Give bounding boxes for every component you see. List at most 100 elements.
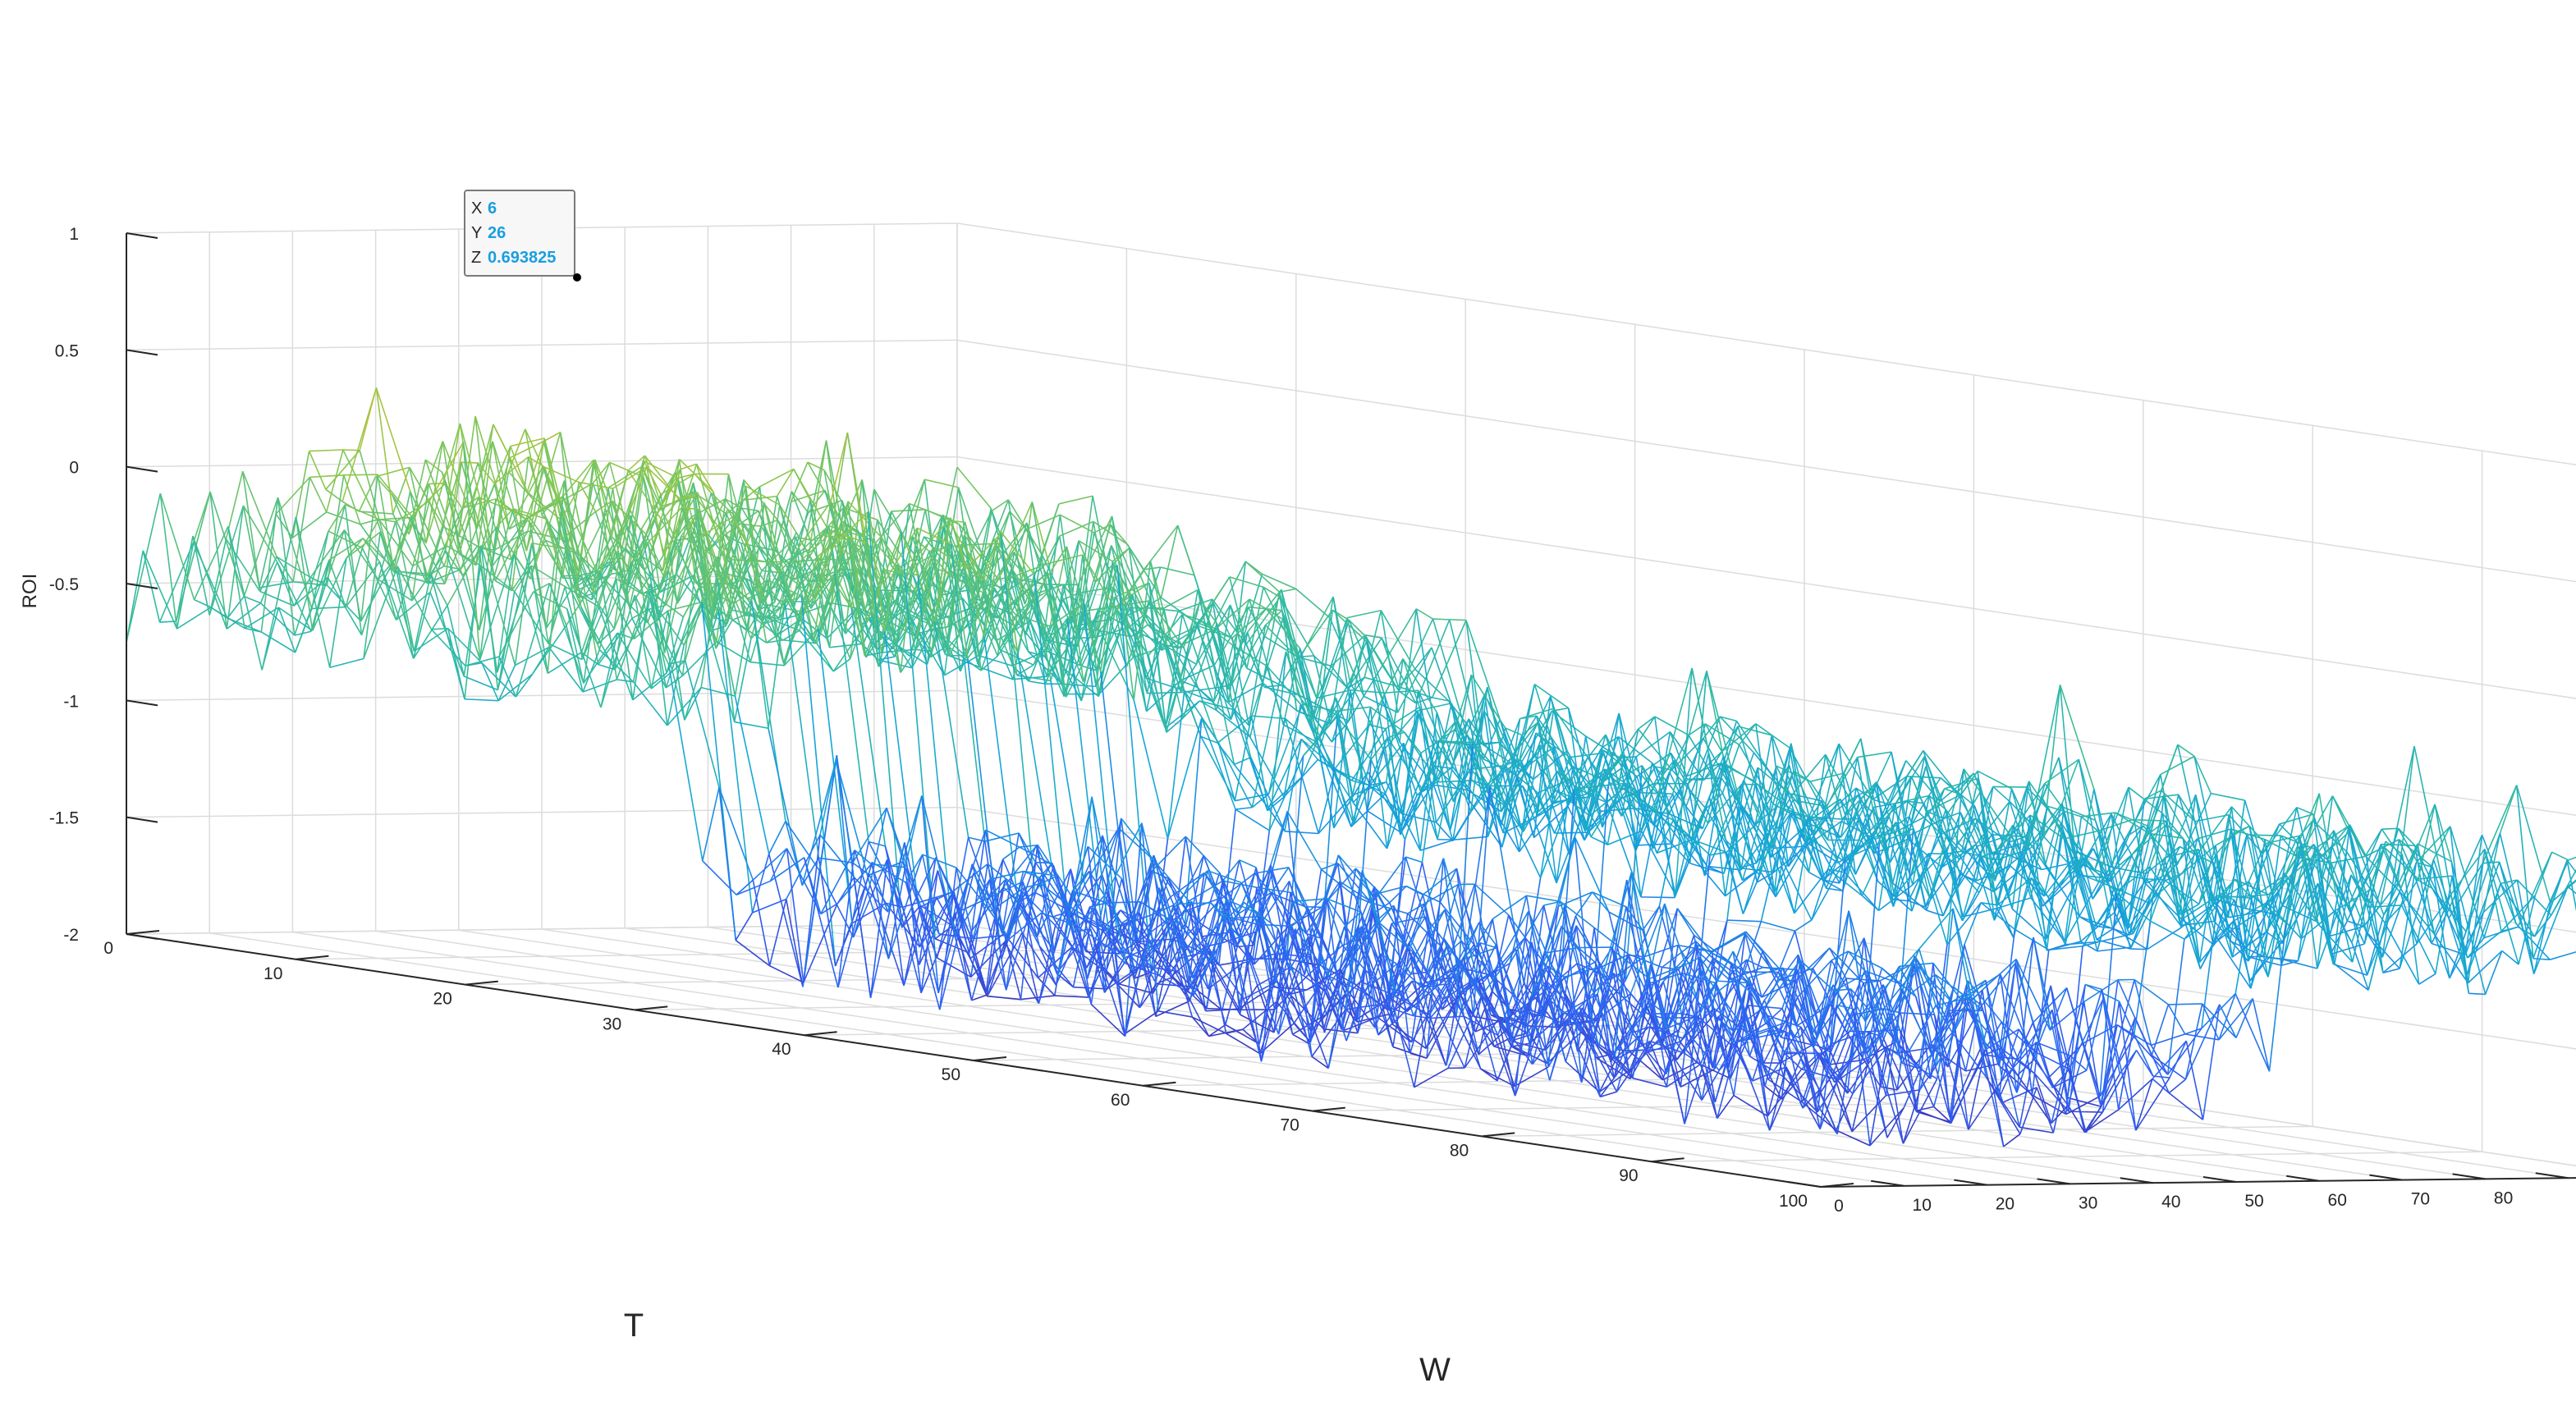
mesh-line — [1017, 863, 1053, 904]
mesh-line — [328, 504, 346, 532]
mesh-line — [1812, 947, 1831, 969]
mesh-line — [511, 456, 529, 591]
mesh-line — [2182, 838, 2201, 963]
mesh-line — [2014, 877, 2033, 930]
mesh-line — [1573, 785, 1591, 797]
mesh-line — [1183, 647, 1218, 744]
mesh-line — [1901, 948, 1920, 990]
mesh-line — [836, 755, 855, 938]
mesh-line — [735, 939, 771, 967]
mesh-line — [1941, 830, 1978, 882]
mesh-line — [649, 590, 684, 618]
mesh-line — [768, 821, 786, 854]
mesh-line — [1036, 868, 1071, 938]
mesh-line — [1078, 540, 1113, 562]
mesh-line — [616, 583, 652, 680]
mesh-line — [175, 491, 211, 622]
mesh-line — [1172, 905, 1191, 987]
mesh-line — [817, 573, 836, 629]
mesh-line — [665, 585, 701, 689]
mesh-line — [2017, 1074, 2052, 1124]
mesh-line — [650, 610, 669, 689]
mesh-line — [2013, 840, 2049, 898]
mesh-line — [578, 482, 597, 512]
mesh-line — [1878, 822, 1897, 845]
mesh-line — [1723, 767, 1759, 874]
mesh-line — [1804, 821, 1840, 884]
mesh-line — [2279, 813, 2314, 825]
mesh-line — [1617, 1049, 1634, 1052]
mesh-line — [953, 863, 988, 891]
mesh-line — [510, 446, 528, 492]
mesh-line — [1062, 584, 1098, 631]
mesh-line — [1597, 967, 1616, 1060]
mesh-line — [1757, 767, 1793, 796]
mesh-line — [1233, 763, 1269, 808]
mesh-line — [1912, 795, 1930, 886]
mesh-line — [778, 505, 814, 642]
mesh-line — [1852, 1031, 1870, 1094]
mesh-line — [1474, 991, 1493, 1033]
mesh-line — [498, 656, 517, 698]
mesh-line — [820, 903, 838, 915]
mesh-line — [1259, 914, 1278, 982]
mesh-line — [1640, 830, 1676, 895]
mesh-line — [1487, 727, 1506, 786]
mesh-line — [1260, 928, 1279, 1062]
mesh-line — [2033, 1073, 2052, 1124]
mesh-line — [970, 879, 1006, 1001]
mesh-line — [1273, 937, 1309, 1033]
mesh-line — [1272, 881, 1290, 987]
mesh-line — [612, 500, 630, 547]
mesh-line — [2115, 866, 2151, 893]
mesh-line — [1415, 608, 1433, 620]
mesh-line — [479, 554, 515, 661]
mesh-line — [2164, 848, 2199, 859]
mesh-line — [1960, 770, 1978, 795]
mesh-line — [1536, 715, 1571, 766]
mesh-line — [1149, 561, 1185, 691]
mesh-line — [412, 501, 430, 566]
mesh-line — [1634, 1047, 1668, 1052]
mesh-line — [2131, 818, 2149, 827]
mesh-line — [1033, 574, 1052, 681]
mesh-line — [1318, 697, 1337, 750]
mesh-line — [1643, 988, 1662, 1047]
mesh-line — [2346, 844, 2382, 922]
mesh-line — [1872, 799, 1890, 805]
mesh-line — [159, 492, 195, 600]
mesh-line — [325, 449, 344, 513]
mesh-line — [896, 564, 915, 634]
mesh-line — [1505, 785, 1524, 808]
mesh-line — [1231, 607, 1249, 685]
mesh-line — [1684, 1028, 1720, 1071]
mesh-line — [2062, 831, 2097, 940]
mesh-line — [1335, 698, 1354, 795]
mesh-line — [359, 387, 378, 451]
mesh-line — [509, 457, 528, 552]
mesh-line — [2367, 905, 2402, 909]
mesh-line — [992, 522, 1028, 568]
mesh-line — [649, 598, 667, 674]
mesh-line — [1277, 928, 1296, 1035]
mesh-line — [2280, 862, 2317, 966]
mesh-line — [776, 469, 795, 497]
mesh-line — [1419, 839, 1455, 851]
mesh-line — [1459, 993, 1495, 1047]
mesh-line — [1617, 735, 1653, 764]
mesh-line — [1053, 868, 1072, 951]
mesh-line — [1002, 846, 1020, 860]
mesh-line — [1735, 1029, 1770, 1043]
mesh-line — [1996, 840, 2015, 905]
mesh-line — [1918, 908, 1954, 950]
mesh-line — [1707, 753, 1744, 881]
mesh-line — [1474, 883, 1510, 916]
mesh-line — [1544, 946, 1579, 954]
mesh-line — [932, 547, 951, 656]
mesh-line — [1249, 598, 1267, 610]
mesh-line — [1302, 703, 1337, 712]
mesh-line — [1606, 754, 1624, 772]
mesh-line — [933, 621, 969, 838]
mesh-line — [1734, 978, 1752, 993]
mesh-line — [1528, 911, 1546, 968]
